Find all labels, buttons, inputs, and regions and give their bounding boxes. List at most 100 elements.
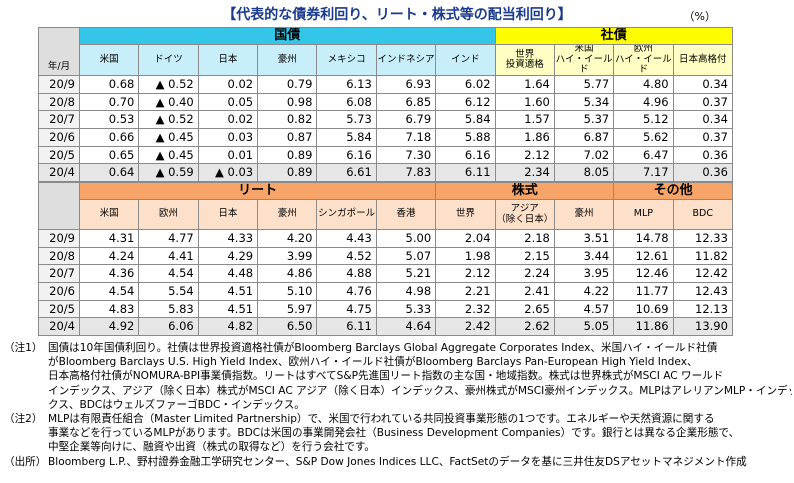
value-cell: ▲ 0.45 [139,129,199,147]
value-cell: 12.61 [614,247,674,266]
value-cell: 0.36 [673,146,733,165]
value-cell: 4.41 [139,247,199,266]
corner-cell: 年/月 [38,27,80,76]
column-header: アジア （除く日本） [495,200,555,230]
note-text: クス、BDCはウェルズファーゴBDC・インデックス。 [48,398,305,411]
value-cell: 0.37 [673,93,733,112]
value-cell: 0.87 [258,129,318,147]
value-cell: 6.85 [376,93,437,112]
value-cell: 0.05 [198,93,259,112]
period-label: 20/6 [38,283,80,301]
value-cell: 5.37 [554,111,615,129]
value-cell: 2.65 [495,300,555,319]
note-text: 中堅企業等向けに、融資や出資（株式の取得など）を行う会社です。 [48,441,376,454]
value-cell: 6.50 [258,318,318,336]
title: 【代表的な債券利回り、リート・株式等の配当利回り】 [222,7,572,23]
value-cell: 2.32 [436,300,496,319]
value-cell: 4.64 [376,318,437,336]
value-cell: 0.65 [80,146,140,165]
value-cell: 3.51 [554,230,615,248]
column-header: 豪州 [554,200,615,230]
column-header: インドネシア [376,45,437,76]
note-label: （注2） [4,413,43,425]
value-cell: 6.16 [317,146,377,165]
value-cell: 5.62 [614,129,674,147]
value-cell: 5.73 [317,111,377,129]
value-cell: 5.77 [554,76,615,94]
value-cell: ▲ 0.52 [139,76,199,94]
value-cell: 5.05 [554,318,615,336]
value-cell: 6.06 [139,318,199,336]
value-cell: 5.88 [436,129,496,147]
value-cell: 0.36 [673,164,733,182]
period-label: 20/9 [38,230,80,248]
value-cell: 0.89 [258,146,318,165]
value-cell: 12.43 [673,283,733,301]
value-cell: 0.89 [258,164,318,182]
column-header: 米国 [80,200,140,230]
note-text: 国債は10年国債利回り。社債は世界投資適格社債がBloomberg Barcla… [48,342,718,354]
value-cell: 6.93 [376,76,437,94]
value-cell: 0.68 [80,76,140,94]
value-cell: ▲ 0.52 [139,111,199,129]
value-cell: 0.02 [198,76,259,94]
value-cell: 2.24 [495,265,555,283]
value-cell: 3.99 [258,247,318,266]
column-header: 欧州 ハイ・イールド [614,45,674,76]
group-header: 国債 [80,27,496,45]
value-cell: 5.54 [139,283,199,301]
value-cell: 4.86 [258,265,318,283]
period-label: 20/4 [38,164,80,182]
value-cell: 4.31 [80,230,140,248]
value-cell: 4.77 [139,230,199,248]
value-cell: 5.34 [554,93,615,112]
value-cell: 0.34 [673,111,733,129]
value-cell: 4.43 [317,230,377,248]
column-header: 日本高格付 [673,45,733,76]
column-header: MLP [614,200,674,230]
value-cell: 4.54 [80,283,140,301]
value-cell: 4.88 [317,265,377,283]
value-cell: 0.98 [258,93,318,112]
value-cell: 4.24 [80,247,140,266]
value-cell: 0.79 [258,76,318,94]
value-cell: 3.44 [554,247,615,266]
value-cell: 4.82 [198,318,259,336]
value-cell: 3.95 [554,265,615,283]
value-cell: 2.18 [495,230,555,248]
group-header: 社債 [495,27,733,45]
value-cell: 5.10 [258,283,318,301]
column-header: メキシコ [317,45,377,76]
value-cell: 4.33 [198,230,259,248]
value-cell: 0.03 [198,129,259,147]
value-cell: 1.86 [495,129,555,147]
column-header: 日本 [198,45,259,76]
period-label: 20/7 [38,111,80,129]
value-cell: 1.60 [495,93,555,112]
value-cell: 7.18 [376,129,437,147]
value-cell: 4.96 [614,93,674,112]
value-cell: 4.83 [80,300,140,319]
value-cell: 10.69 [614,300,674,319]
column-header: シンガポール [317,200,377,230]
value-cell: 6.79 [376,111,437,129]
value-cell: 0.34 [673,76,733,94]
note-text: 事業などを行っているMLPがあります。BDCは米国の事業開発会社（Busines… [48,427,740,440]
group-header: リート [80,182,437,200]
value-cell: 4.36 [80,265,140,283]
value-cell: 1.57 [495,111,555,129]
group-header: 株式 [436,182,615,200]
value-cell: 7.30 [376,146,437,165]
column-header: 香港 [376,200,437,230]
value-cell: 5.12 [614,111,674,129]
note-text: 日本高格付社債がNOMURA-BPI事業債指数。リートはすべてS&P先進国リート… [48,370,724,383]
value-cell: 6.02 [436,76,496,94]
value-cell: 12.46 [614,265,674,283]
value-cell: 0.70 [80,93,140,112]
column-header: 欧州 [139,200,199,230]
column-header: 豪州 [258,200,318,230]
note-text: MLPは有限責任組合（Master Limited Partnership）で、… [48,413,715,425]
value-cell: 2.42 [436,318,496,336]
value-cell: ▲ 0.59 [139,164,199,182]
value-cell: 4.20 [258,230,318,248]
